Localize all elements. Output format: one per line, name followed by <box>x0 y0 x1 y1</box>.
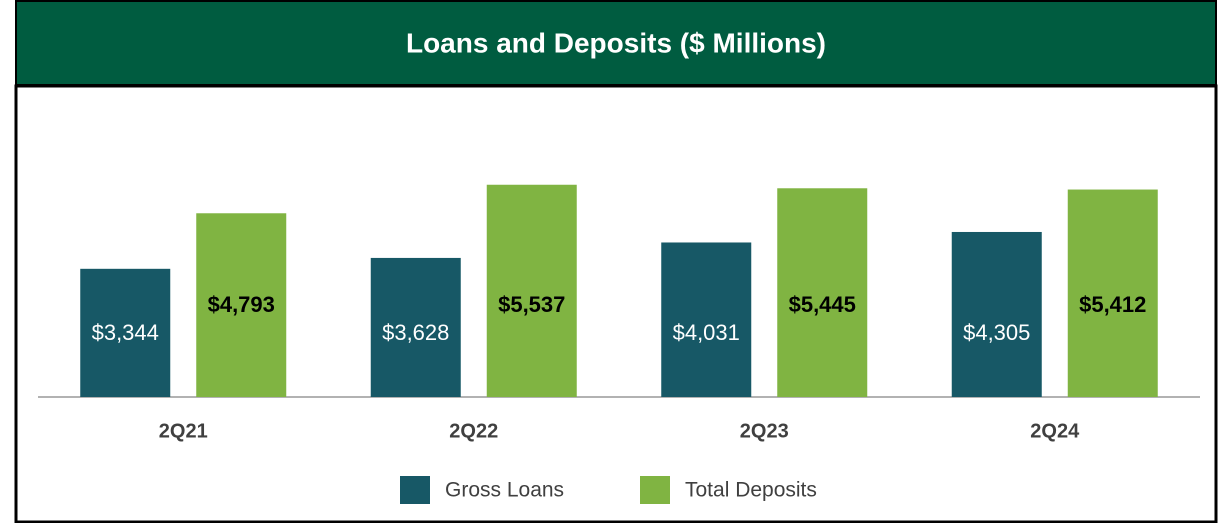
legend-swatch <box>400 476 430 504</box>
bar <box>80 268 171 397</box>
bar <box>951 231 1042 397</box>
legend-label: Gross Loans <box>445 479 564 502</box>
x-tick-label: 2Q22 <box>449 420 498 442</box>
x-tick-label: 2Q21 <box>159 420 208 442</box>
bar <box>486 184 577 397</box>
legend-label: Total Deposits <box>685 479 817 502</box>
bar <box>370 257 461 397</box>
value-label: $5,445 <box>789 292 856 317</box>
x-tick-label: 2Q24 <box>1030 420 1080 442</box>
title-banner <box>15 0 1217 86</box>
x-tick-label: 2Q23 <box>740 420 789 442</box>
value-label: $4,305 <box>963 320 1030 345</box>
value-label: $5,537 <box>498 292 565 317</box>
value-label: $3,344 <box>92 320 159 345</box>
bar <box>777 188 868 397</box>
legend-swatch <box>640 476 670 504</box>
value-label: $4,031 <box>673 320 740 345</box>
bar <box>196 213 287 397</box>
bar <box>1067 189 1158 397</box>
chart-title: Loans and Deposits ($ Millions) <box>406 27 826 58</box>
value-label: $3,628 <box>382 320 449 345</box>
value-label: $4,793 <box>208 292 275 317</box>
bar <box>661 242 752 397</box>
value-label: $5,412 <box>1079 292 1146 317</box>
